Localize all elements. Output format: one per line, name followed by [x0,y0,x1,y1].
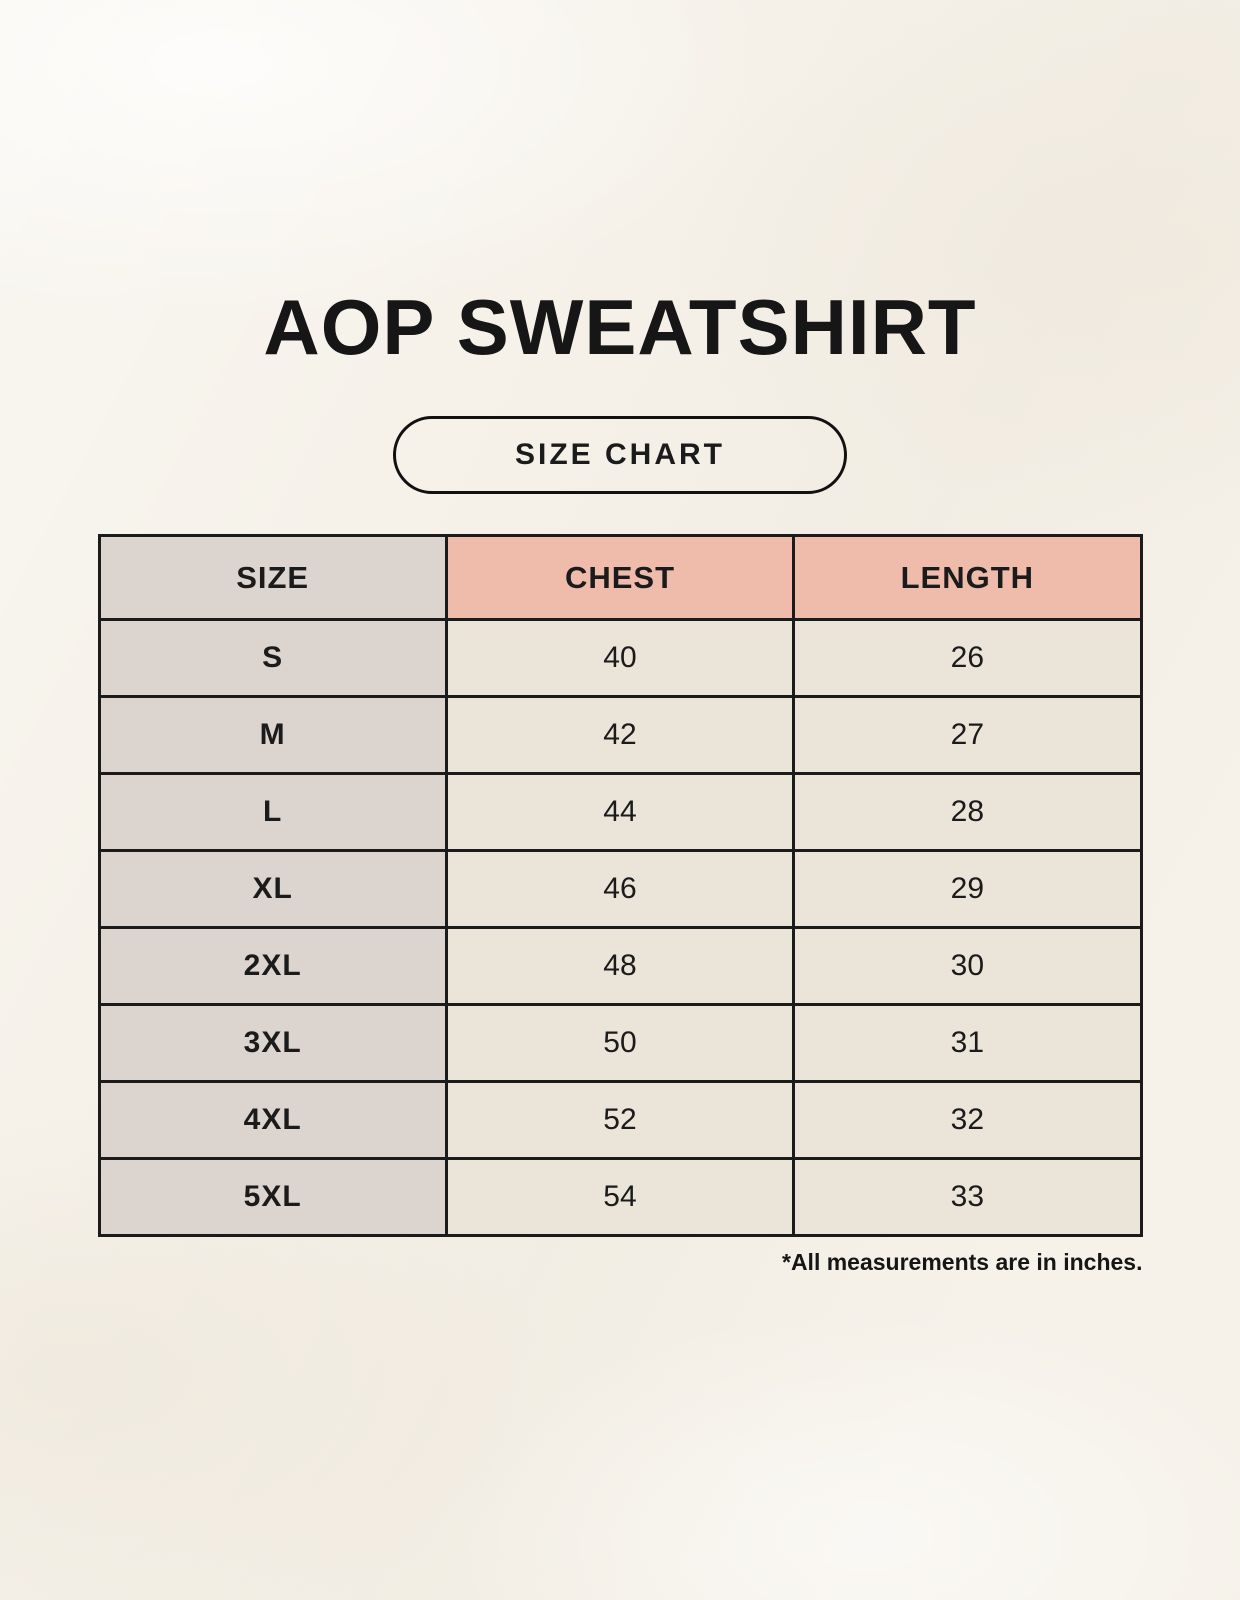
measurements-footnote: *All measurements are in inches. [782,1249,1143,1275]
page-title: AOP SWEATSHIRT [263,283,977,371]
chest-cell: 44 [444,772,796,852]
table-row: M 42 27 [97,695,1143,775]
column-header-chest: CHEST [444,534,796,621]
chest-cell: 46 [444,849,796,929]
length-cell: 26 [792,618,1143,698]
table-row: 2XL 48 30 [97,926,1143,1006]
length-cell: 28 [792,772,1143,852]
column-header-size: SIZE [97,534,448,621]
size-chart-canvas: AOP SWEATSHIRT SIZE CHART SIZE CHEST LEN… [0,283,1240,1275]
size-table: SIZE CHEST LENGTH S 40 26 M 42 27 L 44 2… [97,534,1143,1237]
size-cell: 3XL [97,1003,448,1083]
chest-cell: 42 [444,695,796,775]
length-cell: 31 [792,1003,1143,1083]
chest-cell: 52 [444,1080,796,1160]
column-header-length: LENGTH [792,534,1143,621]
length-cell: 30 [792,926,1143,1006]
chest-cell: 40 [444,618,796,698]
table-row: L 44 28 [97,772,1143,852]
size-cell: 4XL [97,1080,448,1160]
length-cell: 33 [792,1157,1143,1237]
table-row: 5XL 54 33 [97,1157,1143,1237]
chest-cell: 50 [444,1003,796,1083]
chest-cell: 48 [444,926,796,1006]
size-cell: XL [97,849,448,929]
length-cell: 27 [792,695,1143,775]
size-cell: M [97,695,448,775]
chest-cell: 54 [444,1157,796,1237]
table-header-row: SIZE CHEST LENGTH [97,534,1143,621]
table-row: XL 46 29 [97,849,1143,929]
table-row: 4XL 52 32 [97,1080,1143,1160]
length-cell: 29 [792,849,1143,929]
size-chart-badge-label: SIZE CHART [515,438,725,471]
size-chart-badge: SIZE CHART [393,416,847,494]
badge-container: SIZE CHART [0,416,1240,494]
table-row: S 40 26 [97,618,1143,698]
size-cell: S [97,618,448,698]
size-cell: 5XL [97,1157,448,1237]
table-row: 3XL 50 31 [97,1003,1143,1083]
size-cell: L [97,772,448,852]
length-cell: 32 [792,1080,1143,1160]
size-cell: 2XL [97,926,448,1006]
